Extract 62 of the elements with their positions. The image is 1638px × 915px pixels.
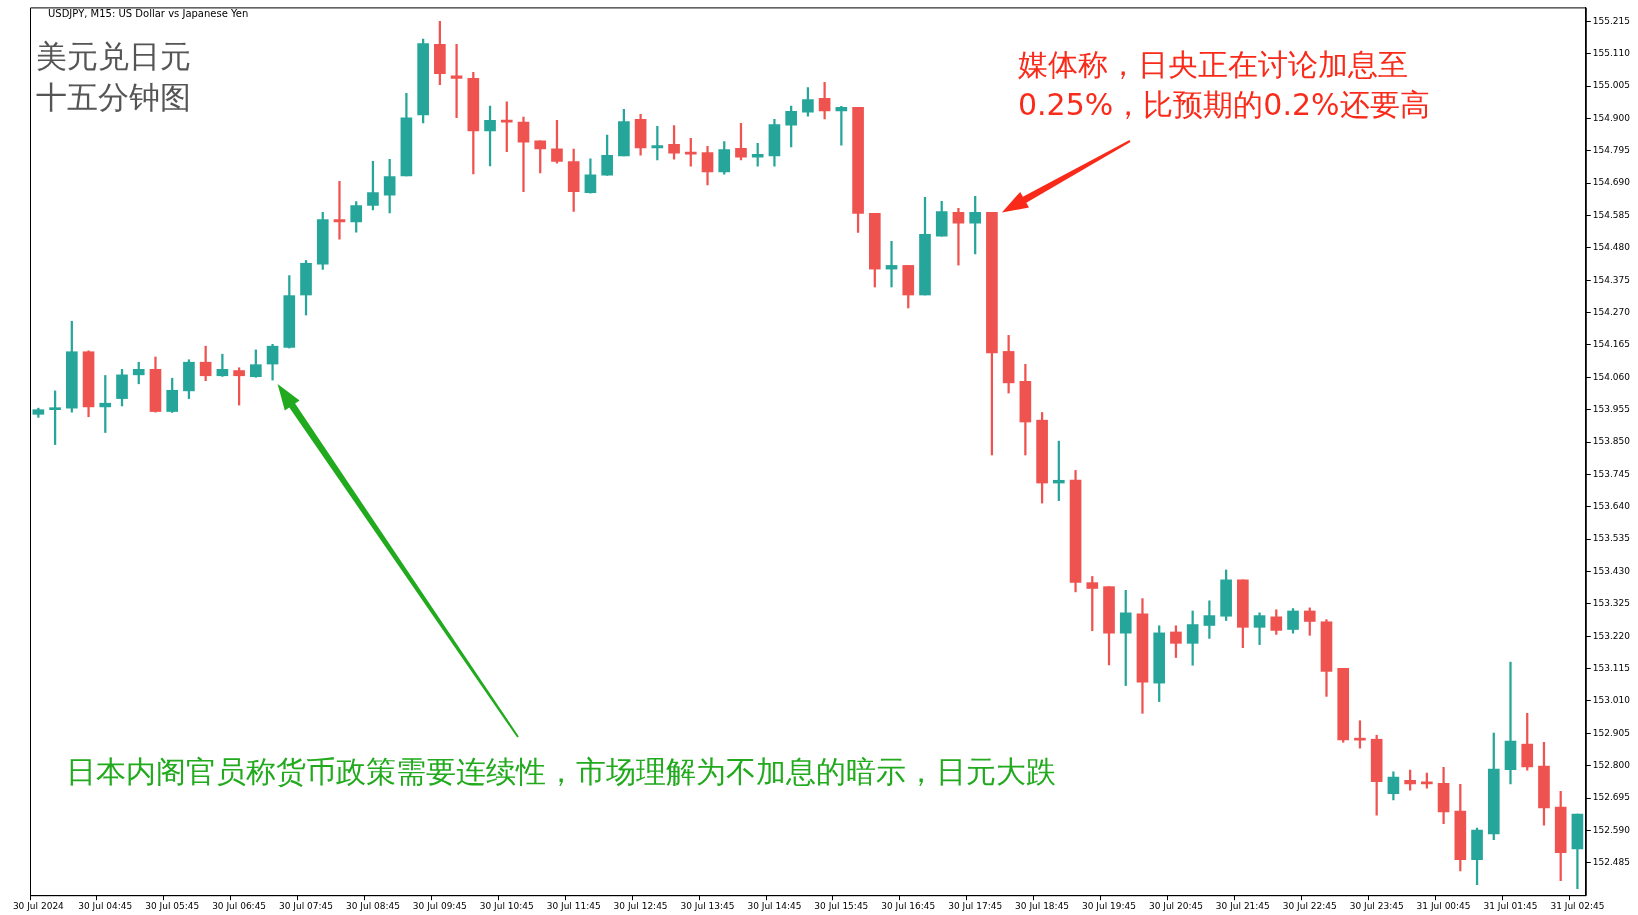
x-tick-label: 30 Jul 06:45 xyxy=(212,900,267,911)
candlestick xyxy=(952,208,965,266)
x-tick-label: 30 Jul 04:45 xyxy=(78,900,133,911)
x-tick-label: 30 Jul 18:45 xyxy=(1015,900,1070,911)
y-tick-label: 155.110 xyxy=(1592,47,1631,58)
y-tick-label: 153.535 xyxy=(1592,533,1630,544)
y-tick-label: 153.745 xyxy=(1592,468,1630,479)
candlestick xyxy=(333,180,346,240)
candlestick xyxy=(517,116,530,193)
y-tick-label: 152.590 xyxy=(1592,824,1631,835)
x-tick-label: 31 Jul 00:45 xyxy=(1416,900,1471,911)
x-tick-label: 31 Jul 02:45 xyxy=(1550,900,1605,911)
y-tick-label: 152.695 xyxy=(1592,792,1630,803)
x-tick-label: 30 Jul 20:45 xyxy=(1148,900,1203,911)
y-tick-label: 153.640 xyxy=(1592,501,1631,512)
y-tick-label: 154.270 xyxy=(1592,306,1631,317)
y-tick-label: 154.480 xyxy=(1592,242,1631,253)
y-tick-label: 152.485 xyxy=(1592,857,1630,868)
y-tick-label: 154.795 xyxy=(1592,145,1630,156)
y-tick-label: 155.005 xyxy=(1592,80,1630,91)
annotation: 媒体称，日央正在讨论加息至0.25%，比预期的0.2%还要高 xyxy=(1018,46,1431,124)
x-tick-label: 30 Jul 16:45 xyxy=(881,900,936,911)
y-tick-label: 152.905 xyxy=(1592,727,1630,738)
x-tick-label: 30 Jul 07:45 xyxy=(279,900,334,911)
x-tick-label: 30 Jul 13:45 xyxy=(680,900,735,911)
x-tick-label: 30 Jul 23:45 xyxy=(1349,900,1404,911)
x-tick-label: 30 Jul 21:45 xyxy=(1215,900,1270,911)
y-tick-label: 153.430 xyxy=(1592,565,1631,576)
y-tick-label: 153.325 xyxy=(1592,598,1630,609)
x-tick-label: 30 Jul 05:45 xyxy=(145,900,200,911)
x-tick-label: 30 Jul 11:45 xyxy=(546,900,601,911)
y-tick-label: 152.800 xyxy=(1592,760,1631,771)
x-tick-label: 30 Jul 08:45 xyxy=(345,900,400,911)
text: 美元兑日元十五分钟图 xyxy=(36,37,192,117)
y-tick-label: 154.375 xyxy=(1592,274,1630,285)
annotation: 日本内阁官员称货币政策需要连续性，市场理解为不加息的暗示，日元大跌 xyxy=(66,753,1057,791)
candlestick xyxy=(1504,661,1517,785)
x-tick-label: 30 Jul 15:45 xyxy=(814,900,869,911)
x-tick-label: 31 Jul 01:45 xyxy=(1483,900,1538,911)
y-tick-label: 154.690 xyxy=(1592,177,1631,188)
y-tick-label: 154.900 xyxy=(1592,112,1631,123)
y-tick-label: 153.850 xyxy=(1592,436,1631,447)
candlestick xyxy=(216,353,229,377)
x-tick-label: 30 Jul 09:45 xyxy=(412,900,467,911)
x-tick-label: 30 Jul 12:45 xyxy=(613,900,668,911)
y-tick-label: 155.215 xyxy=(1592,15,1630,26)
x-tick-label: 30 Jul 10:45 xyxy=(479,900,534,911)
candlestick xyxy=(1203,600,1216,639)
x-tick-label: 30 Jul 14:45 xyxy=(747,900,802,911)
x-tick-label: 30 Jul 22:45 xyxy=(1282,900,1337,911)
y-tick-label: 154.165 xyxy=(1592,339,1630,350)
y-tick-label: 153.010 xyxy=(1592,695,1631,706)
chart-title: USDJPY, M15: US Dollar vs Japanese Yen xyxy=(48,8,249,19)
y-tick-label: 153.115 xyxy=(1592,662,1630,673)
y-tick-label: 153.955 xyxy=(1592,404,1630,415)
candlestick xyxy=(450,44,463,119)
y-tick-label: 154.060 xyxy=(1592,371,1631,382)
x-tick-label: 30 Jul 2024 xyxy=(12,900,65,911)
x-tick-label: 30 Jul 17:45 xyxy=(948,900,1003,911)
x-tick-label: 30 Jul 19:45 xyxy=(1082,900,1136,911)
y-tick-label: 154.585 xyxy=(1592,209,1630,220)
y-tick-label: 153.220 xyxy=(1592,630,1631,641)
